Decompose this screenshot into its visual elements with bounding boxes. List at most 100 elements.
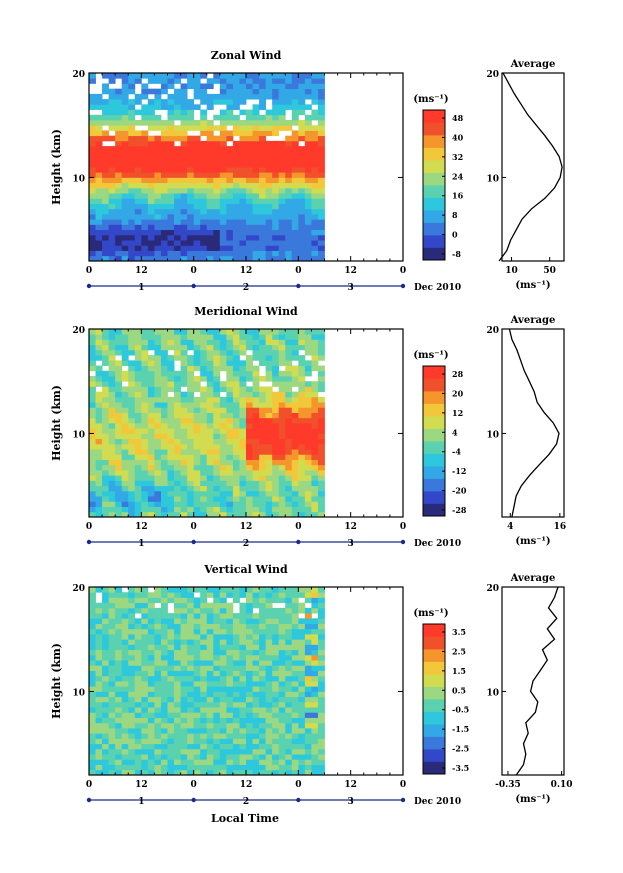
heatmap-cell (311, 691, 319, 698)
heatmap-cell (265, 501, 273, 507)
heatmap-cell (291, 480, 299, 487)
heatmap-cell (167, 665, 175, 671)
heatmap-cell (115, 511, 123, 518)
heatmap-cell (226, 208, 234, 215)
heatmap-cell (180, 365, 188, 372)
heatmap-cell (89, 140, 96, 147)
heatmap-cell (311, 438, 319, 445)
heatmap-cell (206, 203, 214, 210)
heatmap-cell (213, 203, 221, 210)
heatmap-cell (115, 675, 123, 682)
heatmap-cell (102, 597, 110, 604)
heatmap-cell (174, 587, 181, 593)
heatmap-cell (278, 485, 286, 492)
heatmap-cell (213, 381, 221, 387)
heatmap-cell (285, 511, 293, 518)
heatmap-cell (187, 728, 195, 734)
heatmap-cell (259, 396, 267, 403)
heatmap-cell (102, 628, 110, 635)
heatmap-cell (160, 438, 168, 445)
heatmap-cell (291, 490, 299, 497)
heatmap-cell (193, 198, 201, 204)
heatmap-cell (180, 114, 188, 121)
heatmap-cell (291, 370, 299, 377)
heatmap-cell (206, 681, 214, 687)
heatmap-cell (304, 329, 312, 335)
heatmap-cell (128, 592, 136, 598)
heatmap-cell (147, 407, 155, 413)
heatmap-cell (213, 681, 221, 687)
heatmap-cell (160, 475, 168, 481)
heatmap-cell (206, 696, 214, 703)
heatmap-cell (89, 480, 96, 487)
heatmap-cell (95, 691, 103, 698)
heatmap-cell (311, 423, 319, 429)
heatmap-cell (89, 339, 96, 346)
heatmap-cell (272, 764, 280, 771)
heatmap-cell (193, 250, 201, 257)
day-marker (191, 283, 196, 289)
heatmap-cell (278, 722, 286, 729)
heatmap-cell (187, 344, 195, 351)
heatmap-cell (115, 449, 123, 455)
heatmap-cell (259, 470, 267, 476)
heatmap-cell (89, 459, 96, 466)
heatmap-cell (304, 125, 312, 131)
heatmap-cell (246, 329, 253, 335)
heatmap-cell (128, 738, 136, 745)
heatmap-cell (147, 660, 155, 666)
heatmap-cell (160, 490, 168, 497)
heatmap-cell (134, 480, 142, 487)
heatmap-cell (89, 156, 96, 163)
heatmap-cell (291, 759, 299, 765)
x-tick-label: 0 (400, 266, 406, 276)
heatmap-cell (180, 182, 188, 189)
heatmap-cell (115, 208, 123, 215)
heatmap-cell (246, 203, 253, 210)
heatmap-cell (265, 454, 273, 460)
colorbar-unit: (ms⁻¹) (413, 94, 448, 105)
heatmap-cell (128, 245, 136, 251)
heatmap-cell (317, 470, 325, 476)
heatmap-cell (160, 443, 168, 450)
heatmap-cell (317, 613, 325, 619)
heatmap-cell (232, 120, 240, 126)
heatmap-cell (246, 412, 253, 419)
heatmap-cell (193, 151, 201, 157)
heatmap-cell (285, 355, 293, 361)
heatmap-cell (259, 161, 267, 168)
heatmap-cell (252, 665, 260, 671)
heatmap-cell (213, 717, 221, 724)
heatmap-cell (213, 172, 221, 178)
heatmap-cell (206, 198, 214, 204)
heatmap-cell (200, 334, 208, 340)
heatmap-cell (200, 618, 208, 624)
heatmap-cell (206, 506, 214, 513)
heatmap-cell (259, 759, 267, 765)
heatmap-cell (298, 391, 306, 398)
heatmap-cell (272, 234, 280, 241)
heatmap-cell (213, 496, 221, 502)
heatmap-cell (154, 355, 162, 361)
heatmap-cell (95, 769, 103, 776)
heatmap-cell (285, 433, 293, 440)
heatmap-cell (206, 618, 214, 624)
heatmap-cell (246, 344, 253, 351)
heatmap-cell (89, 219, 96, 225)
heatmap-cell (174, 769, 181, 776)
heatmap-cell (180, 391, 188, 398)
heatmap-cell (278, 681, 286, 687)
heatmap-cell (147, 506, 155, 513)
heatmap-cell (154, 412, 162, 419)
heatmap-cell (102, 109, 110, 116)
heatmap-cell (232, 198, 240, 204)
heatmap-cell (226, 229, 234, 236)
heatmap-cell (187, 125, 195, 131)
heatmap-cell (141, 234, 149, 241)
heatmap-cell (160, 423, 168, 429)
heatmap-cell (213, 370, 221, 377)
heatmap-cell (89, 407, 96, 413)
heatmap-cell (128, 628, 136, 635)
heatmap-cell (180, 245, 188, 251)
